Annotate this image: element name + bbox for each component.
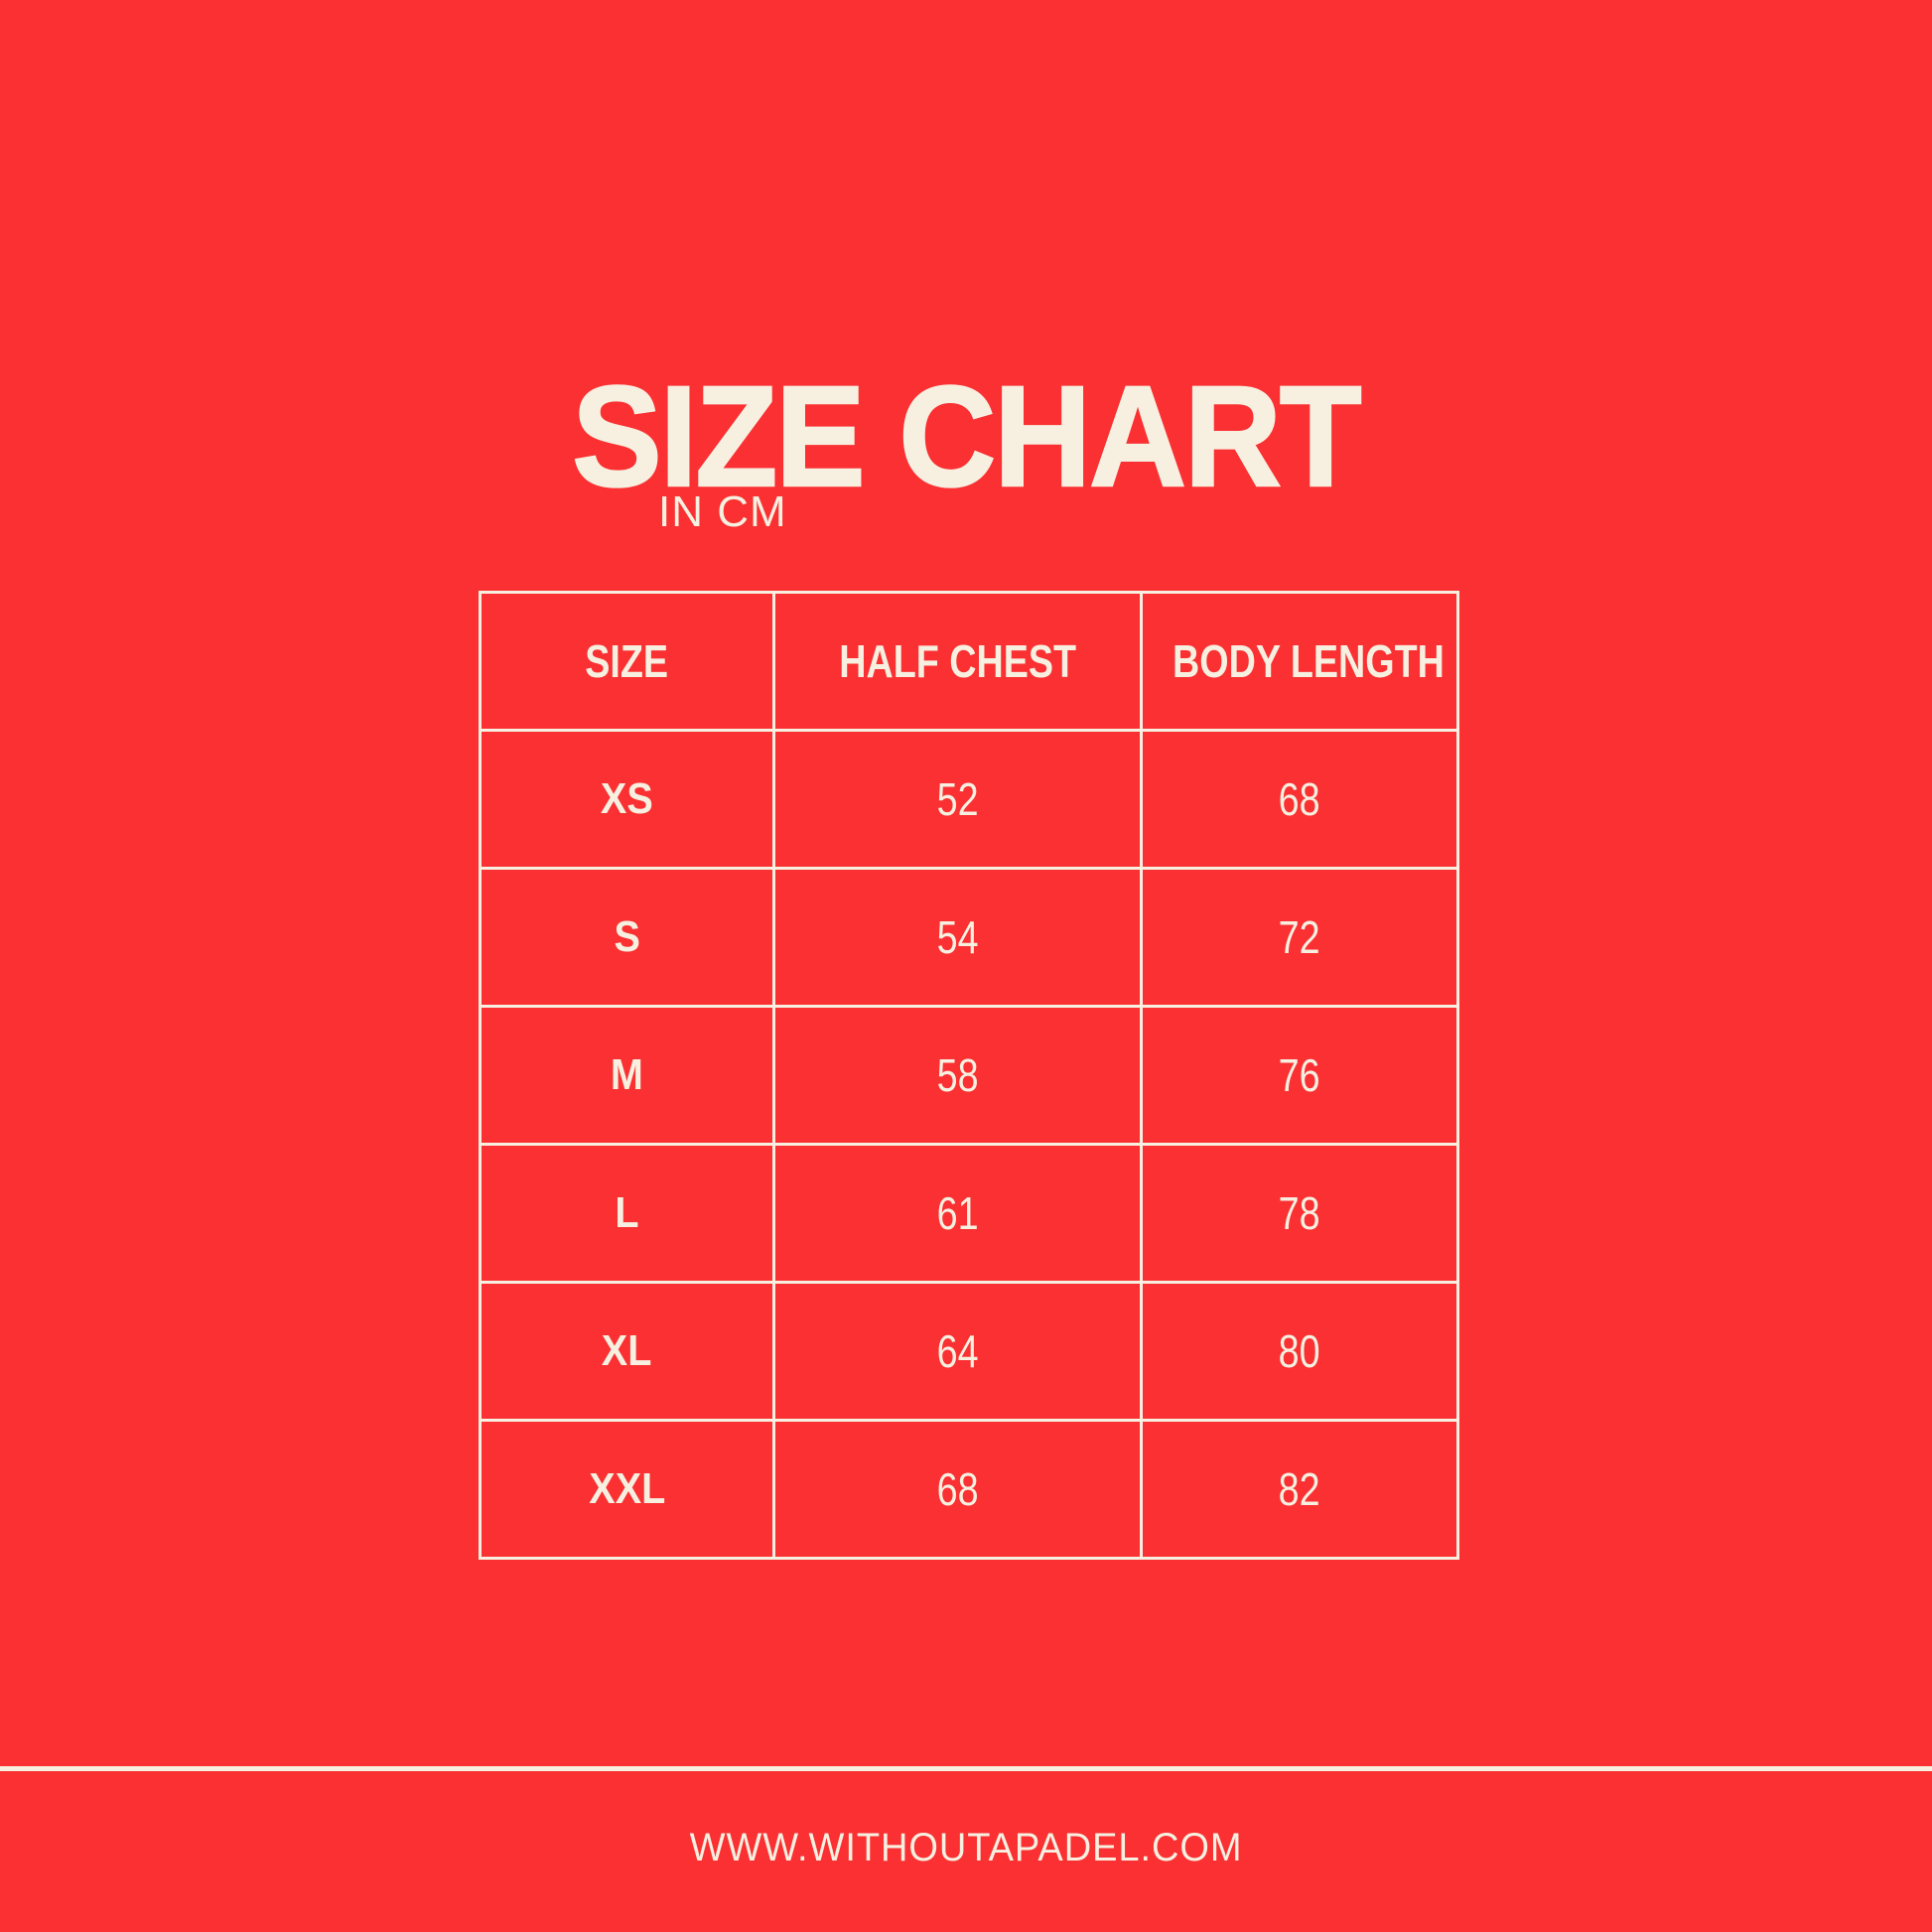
body-length-value: 72 <box>1140 867 1459 1008</box>
half-chest-value: 64 <box>772 1281 1143 1422</box>
size-label: XXL <box>479 1419 775 1560</box>
size-label: XL <box>479 1281 775 1422</box>
body-length-value: 76 <box>1140 1005 1459 1146</box>
footer-divider <box>0 1766 1932 1771</box>
table-row-xs: XS 52 68 <box>479 729 1459 870</box>
half-chest-value: 54 <box>772 867 1143 1008</box>
table-header-row: SIZE HALF CHEST BODY LENGTH <box>479 591 1459 732</box>
unit-subtitle: IN CM <box>658 487 787 536</box>
page-title-text: SIZE CHART <box>571 356 1363 516</box>
size-label: M <box>479 1005 775 1146</box>
footer-website: WWW.WITHOUTAPADEL.COM <box>0 1828 1932 1867</box>
table-row-xxl: XXL 68 82 <box>479 1419 1459 1560</box>
size-label: XS <box>479 729 775 870</box>
half-chest-value: 68 <box>772 1419 1143 1560</box>
body-length-value: 80 <box>1140 1281 1459 1422</box>
table-row-xl: XL 64 80 <box>479 1281 1459 1422</box>
half-chest-value: 52 <box>772 729 1143 870</box>
half-chest-value: 61 <box>772 1143 1143 1284</box>
size-label: L <box>479 1143 775 1284</box>
column-header-body-length: BODY LENGTH <box>1140 591 1459 732</box>
table-row-l: L 61 78 <box>479 1143 1459 1284</box>
body-length-value: 78 <box>1140 1143 1459 1284</box>
size-table: SIZE HALF CHEST BODY LENGTH XS 52 68 S 5… <box>479 591 1459 1560</box>
body-length-value: 82 <box>1140 1419 1459 1560</box>
column-header-half-chest: HALF CHEST <box>772 591 1143 732</box>
page-title: SIZE CHART <box>0 356 1932 516</box>
footer-website-text: WWW.WITHOUTAPADEL.COM <box>689 1826 1243 1869</box>
table-row-m: M 58 76 <box>479 1005 1459 1146</box>
size-label: S <box>479 867 775 1008</box>
table-row-s: S 54 72 <box>479 867 1459 1008</box>
column-header-size: SIZE <box>479 591 775 732</box>
half-chest-value: 58 <box>772 1005 1143 1146</box>
body-length-value: 68 <box>1140 729 1459 870</box>
